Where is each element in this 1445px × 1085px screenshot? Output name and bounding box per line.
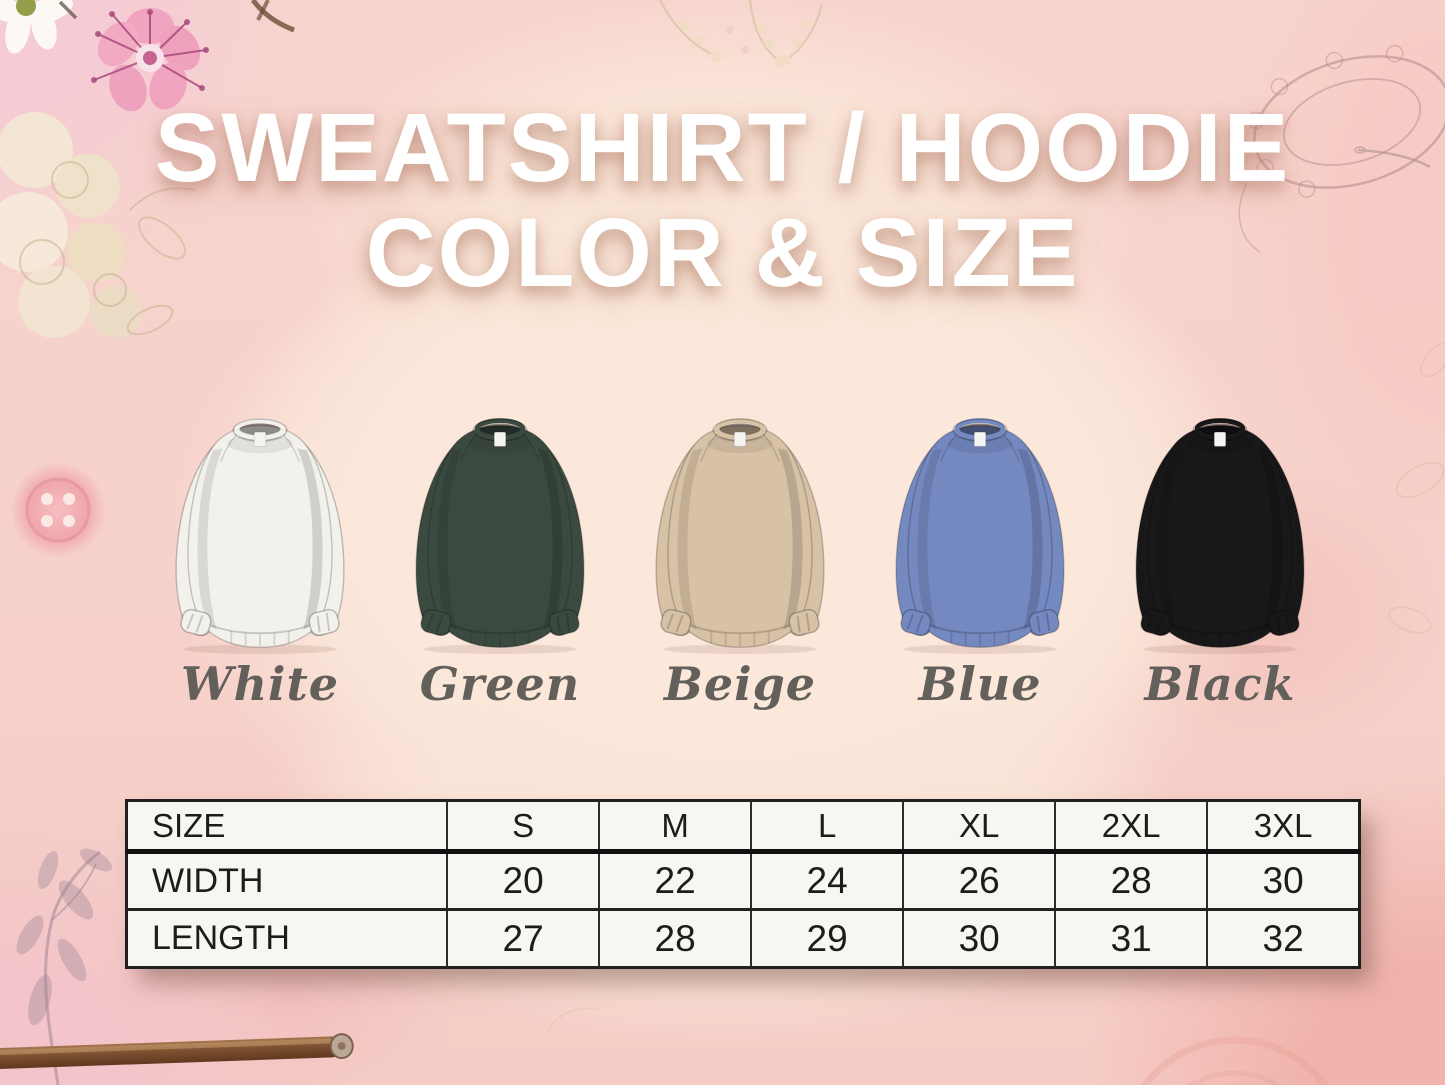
table-cell: 30 [902, 908, 1056, 968]
table-cell: 26 [902, 851, 1056, 910]
title-line-1: SWEATSHIRT / HOODIE [154, 93, 1291, 202]
table-cell: 28 [1054, 851, 1208, 910]
table-row-width: WIDTH 20 22 24 26 28 30 [127, 851, 1360, 910]
table-cell: 30 [1206, 851, 1360, 910]
page-title: SWEATSHIRT / HOODIE COLOR & SIZE [0, 93, 1445, 307]
row-label-length: LENGTH [126, 908, 448, 968]
color-label: Beige [663, 657, 817, 711]
row-label-width: WIDTH [152, 861, 264, 900]
column-header-s: S [446, 800, 600, 854]
size-table-body: WIDTH 20 22 24 26 28 30 LENGTH 27 28 29 … [126, 851, 1360, 968]
table-cell: 20 [446, 851, 600, 910]
sweatshirt-image-green [390, 408, 610, 657]
column-header-2xl: 2XL [1054, 800, 1208, 854]
sweatshirt-image-blue [870, 408, 1090, 657]
table-cell: 32 [1206, 908, 1360, 968]
color-option-blue: Blue [870, 408, 1090, 711]
color-label: Blue [918, 657, 1042, 711]
size-table-header: SIZE S M L XL 2XL 3XL [126, 800, 1360, 854]
color-option-black: Black [1110, 408, 1330, 711]
leaf-branch-sketch-decoration [16, 848, 113, 1085]
sweatshirt-image-black [1110, 408, 1330, 657]
table-cell: 31 [1054, 908, 1208, 968]
table-cell: 28 [598, 908, 752, 968]
column-header-m: M [598, 800, 752, 854]
button-decoration [10, 462, 106, 558]
table-cell: 24 [750, 851, 904, 910]
title-line-2: COLOR & SIZE [365, 197, 1080, 307]
color-options-row: White Green Beige Blue Black [150, 408, 1330, 711]
header-row: SIZE S M L XL 2XL 3XL [126, 800, 1360, 854]
sweatshirt-image-beige [630, 408, 850, 657]
table-cell: 22 [598, 851, 752, 910]
column-header-xl: XL [902, 800, 1056, 854]
brush-handle-decoration [0, 1033, 354, 1070]
color-option-white: White [150, 408, 370, 711]
table-cell: 29 [750, 908, 904, 968]
column-header-3xl: 3XL [1206, 800, 1360, 854]
color-option-green: Green [390, 408, 610, 711]
column-header-size: SIZE [126, 800, 448, 854]
table-cell: 27 [446, 908, 600, 968]
size-table: SIZE S M L XL 2XL 3XL WIDTH 20 22 24 26 … [125, 799, 1361, 969]
sweatshirt-image-white [150, 408, 370, 657]
color-label: Black [1144, 657, 1296, 711]
column-header-l: L [750, 800, 904, 854]
table-row-length: LENGTH 27 28 29 30 31 32 [126, 908, 1360, 968]
color-label: Green [419, 657, 581, 711]
color-label: White [180, 657, 340, 711]
color-option-beige: Beige [630, 408, 850, 711]
